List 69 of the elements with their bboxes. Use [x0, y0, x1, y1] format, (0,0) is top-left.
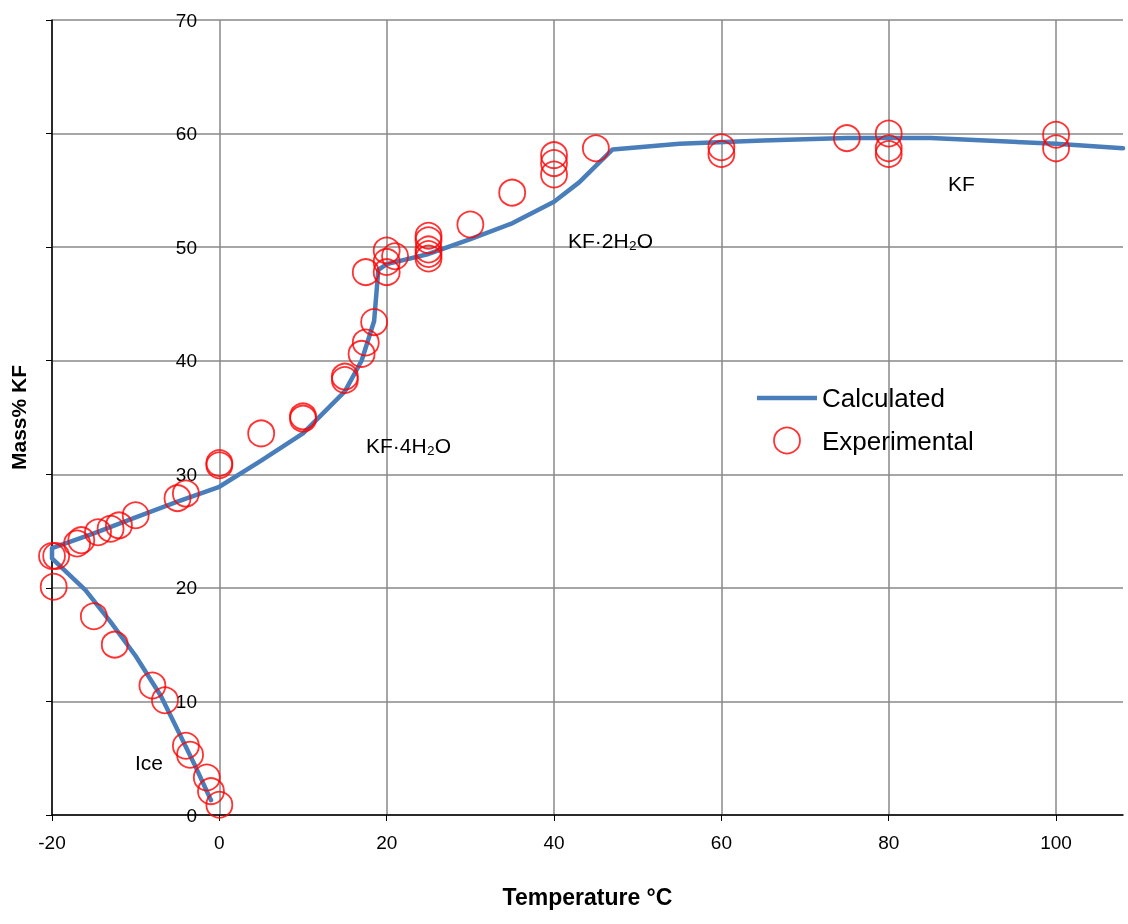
- y-tick-label: 40: [175, 350, 197, 372]
- point: [351, 328, 380, 357]
- legend-label: Calculated: [822, 383, 945, 413]
- point: [581, 134, 610, 163]
- point: [138, 671, 167, 700]
- point: [121, 501, 150, 530]
- point: [498, 178, 527, 207]
- point: [84, 518, 112, 547]
- point: [707, 140, 736, 168]
- point: [192, 763, 221, 792]
- point: [67, 526, 96, 555]
- y-axis-title: Mass% KF: [7, 364, 30, 471]
- point: [874, 119, 903, 148]
- point: [176, 740, 204, 769]
- legend-label: Experimental: [822, 425, 974, 456]
- point: [247, 419, 276, 448]
- point: [540, 160, 568, 189]
- point: [414, 221, 443, 250]
- x-axis-title: Temperature °C: [502, 883, 673, 910]
- point: [372, 258, 401, 287]
- point: [163, 484, 192, 513]
- point: [414, 235, 443, 264]
- y-tick-label: 20: [175, 577, 197, 599]
- point: [172, 479, 200, 508]
- point: [347, 340, 376, 368]
- annotation: KF: [948, 172, 975, 195]
- x-tick-label: 80: [878, 832, 900, 853]
- point: [540, 149, 568, 177]
- point: [874, 134, 903, 163]
- point: [38, 542, 66, 570]
- point: [381, 242, 409, 271]
- point: [39, 572, 68, 601]
- y-tick-label: 70: [175, 9, 197, 31]
- point: [197, 777, 225, 806]
- point: [63, 529, 91, 558]
- point: [360, 308, 389, 336]
- x-tick-label: 100: [1040, 832, 1072, 853]
- x-tick-label: 0: [214, 832, 225, 853]
- annotation: KF·2H₂O: [567, 229, 654, 252]
- point: [1042, 134, 1070, 163]
- point: [372, 236, 401, 265]
- x-tick-label: 60: [710, 832, 732, 853]
- point: [1042, 120, 1070, 149]
- x-tick-label: 40: [543, 832, 565, 853]
- point: [414, 240, 443, 268]
- point: [707, 133, 736, 162]
- y-tick-label: 50: [175, 236, 197, 258]
- point: [351, 258, 380, 287]
- point: [96, 514, 125, 543]
- point: [205, 790, 234, 819]
- point: [172, 731, 200, 760]
- point: [79, 602, 108, 631]
- point: [372, 248, 401, 276]
- annotation: KF·4H₂O: [365, 434, 452, 457]
- y-tick-label: 60: [175, 123, 197, 145]
- point: [456, 210, 485, 239]
- x-tick-label: 20: [376, 832, 398, 853]
- point: [414, 244, 443, 273]
- point: [42, 542, 71, 570]
- annotation: Ice: [135, 751, 164, 774]
- point: [833, 124, 861, 153]
- point: [540, 141, 568, 170]
- point: [105, 511, 133, 540]
- point: [100, 630, 129, 659]
- y-tick-label: 30: [175, 463, 197, 485]
- point: [874, 140, 903, 168]
- x-tick-label: -20: [38, 832, 66, 853]
- point: [151, 686, 179, 715]
- point: [414, 226, 443, 255]
